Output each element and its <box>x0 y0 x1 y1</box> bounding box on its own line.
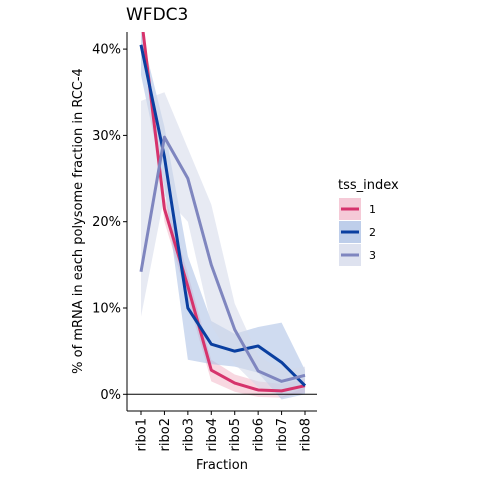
x-axis-title: Fraction <box>196 458 248 473</box>
legend-title: tss_index <box>338 178 399 193</box>
y-tick-label: 30% <box>92 129 121 144</box>
y-tick-label: 20% <box>92 215 121 230</box>
x-tick-label: ribo3 <box>181 418 196 451</box>
y-tick-label: 40% <box>92 43 121 58</box>
y-tick-label: 10% <box>92 302 121 317</box>
y-ticks: 0% 10% 20% 30% 40% <box>92 43 127 403</box>
legend: tss_index 1 2 3 <box>338 178 399 266</box>
legend-label-2: 2 <box>369 226 376 239</box>
series-line-3 <box>139 135 306 383</box>
legend-label-3: 3 <box>369 249 376 262</box>
x-tick-label: ribo1 <box>135 418 150 451</box>
legend-label-1: 1 <box>369 203 376 216</box>
series-line-1 <box>141 32 306 393</box>
y-tick-label: 0% <box>100 388 121 403</box>
x-tick-label: ribo8 <box>299 418 314 451</box>
x-ticks: ribo1 ribo2 ribo3 ribo4 ribo5 ribo6 ribo7 ribo8 <box>135 411 314 451</box>
x-tick-label: ribo2 <box>158 418 173 451</box>
x-tick-label: ribo4 <box>205 418 220 451</box>
x-tick-label: ribo5 <box>228 418 243 451</box>
confidence-band-series-2 <box>141 32 306 400</box>
x-tick-label: ribo6 <box>252 418 267 451</box>
chart-title: WFDC3 <box>126 5 188 25</box>
y-axis-title: % of mRNA in each polysome fraction in R… <box>71 68 86 374</box>
series-lines <box>139 32 307 393</box>
x-tick-label: ribo7 <box>275 418 290 451</box>
series-line-2 <box>139 44 307 387</box>
